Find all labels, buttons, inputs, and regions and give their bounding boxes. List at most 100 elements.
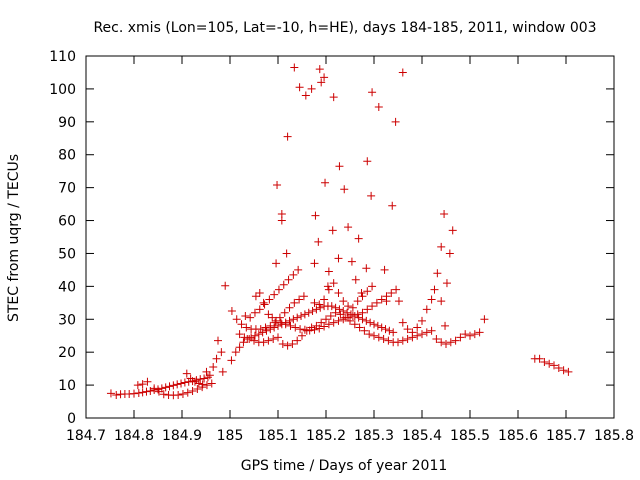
- x-tick-label: 184.7: [66, 428, 106, 444]
- data-point: [335, 305, 344, 314]
- data-point: [354, 234, 363, 243]
- data-point: [295, 295, 304, 304]
- data-point: [259, 338, 268, 347]
- data-point: [285, 303, 294, 312]
- data-point: [351, 275, 360, 284]
- data-point: [294, 265, 303, 274]
- data-point: [373, 321, 382, 330]
- data-point: [324, 285, 333, 294]
- data-point: [259, 298, 268, 307]
- y-tick-label: 0: [67, 411, 76, 427]
- data-point: [203, 373, 212, 382]
- data-point: [363, 305, 372, 314]
- data-point: [362, 264, 371, 273]
- data-point: [329, 93, 338, 102]
- data-point: [430, 285, 439, 294]
- data-point: [274, 285, 283, 294]
- data-point: [346, 316, 354, 325]
- data-point: [198, 380, 207, 389]
- data-point: [173, 380, 182, 389]
- data-point: [418, 316, 426, 325]
- data-point: [336, 310, 345, 319]
- data-point: [142, 387, 151, 396]
- data-point: [272, 259, 281, 268]
- data-point: [437, 338, 446, 347]
- y-axis-ticks: 0 10 20 30 40 50 60 70 80 90 100 110: [49, 49, 614, 427]
- data-point: [250, 308, 259, 317]
- data-point: [310, 325, 319, 334]
- data-point: [273, 181, 282, 190]
- data-point: [218, 367, 227, 376]
- data-point: [334, 288, 343, 297]
- data-point: [350, 320, 359, 329]
- data-point: [535, 354, 544, 363]
- data-point: [334, 254, 343, 263]
- data-point: [250, 336, 258, 345]
- y-tick-label: 80: [58, 148, 76, 164]
- data-point: [268, 313, 277, 322]
- x-axis-label: GPS time / Days of year 2011: [241, 458, 448, 474]
- data-point: [169, 381, 178, 390]
- data-point: [320, 295, 329, 304]
- data-point: [360, 326, 369, 335]
- data-point: [269, 335, 278, 344]
- data-point: [353, 297, 362, 306]
- data-point: [343, 308, 352, 317]
- data-point: [202, 367, 211, 376]
- data-point: [382, 297, 391, 306]
- chart-title: Rec. xmis (Lon=105, Lat=-10, h=HE), days…: [93, 20, 596, 36]
- data-point: [331, 308, 340, 317]
- data-point: [293, 313, 302, 322]
- data-point: [254, 330, 263, 339]
- data-point: [202, 381, 211, 390]
- data-point: [355, 323, 364, 332]
- data-point: [380, 265, 389, 274]
- data-point: [133, 381, 142, 390]
- data-point: [239, 338, 248, 347]
- data-point: [276, 318, 285, 327]
- data-point: [398, 68, 407, 77]
- data-point: [347, 257, 356, 266]
- data-point: [279, 280, 288, 289]
- data-point: [368, 282, 377, 291]
- data-point: [348, 303, 357, 312]
- data-point: [329, 318, 338, 327]
- x-tick-label: 185: [217, 428, 244, 444]
- data-point: [446, 338, 455, 347]
- data-point: [190, 377, 199, 386]
- data-point: [241, 311, 250, 320]
- data-point: [183, 388, 192, 397]
- data-point: [245, 335, 254, 344]
- data-point: [308, 307, 317, 316]
- data-point: [470, 330, 479, 339]
- data-point: [391, 117, 400, 126]
- x-tick-label: 185.2: [306, 428, 346, 444]
- data-point: [317, 78, 326, 87]
- data-point: [258, 328, 267, 337]
- data-point: [295, 83, 304, 92]
- data-point: [194, 379, 203, 388]
- data-point: [251, 292, 260, 301]
- data-point: [368, 302, 377, 311]
- data-point: [427, 295, 436, 304]
- data-point: [272, 316, 281, 325]
- data-point: [182, 369, 191, 378]
- data-point: [550, 361, 558, 370]
- data-point: [327, 302, 336, 311]
- data-point: [150, 384, 159, 393]
- data-point: [461, 330, 470, 339]
- data-point: [260, 300, 269, 309]
- data-point: [262, 326, 271, 335]
- data-point: [200, 374, 209, 383]
- data-point: [353, 310, 362, 319]
- data-point: [442, 279, 451, 288]
- data-point: [231, 348, 240, 357]
- data-point: [177, 379, 186, 388]
- plot-border: [85, 55, 615, 419]
- data-point: [418, 330, 426, 339]
- data-point: [112, 390, 121, 399]
- data-point: [362, 316, 371, 325]
- data-point: [246, 313, 255, 322]
- data-point: [374, 333, 383, 342]
